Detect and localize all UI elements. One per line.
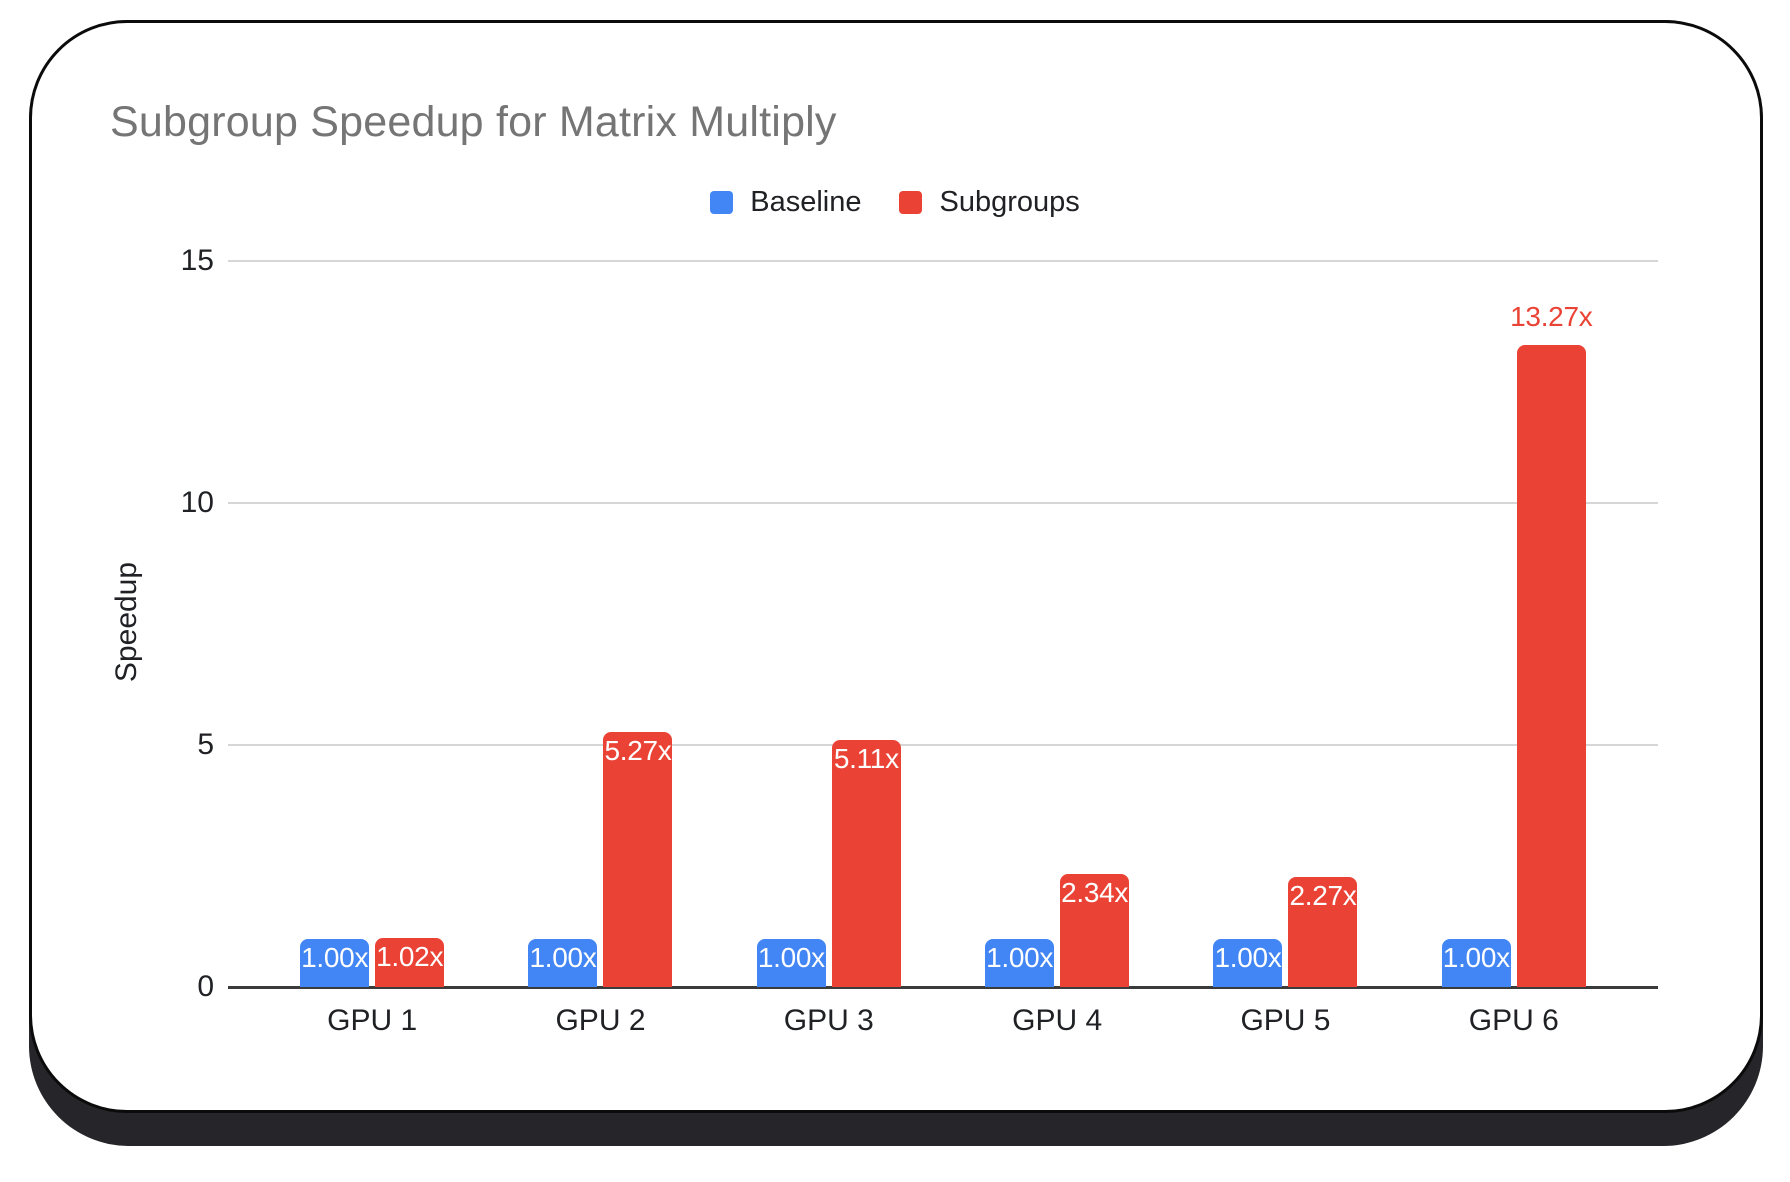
x-axis-label: GPU 5 [1240,1004,1331,1037]
bar-value-label: 1.00x [1214,942,1282,973]
y-axis-tick-label: 5 [197,728,214,761]
x-axis-label: GPU 3 [783,1004,874,1037]
chart-title: Subgroup Speedup for Matrix Multiply [110,98,837,146]
subgroups-bar: 13.27x [1510,301,1593,987]
bar-group: 1.00x 1.02x [258,261,486,987]
y-axis-tick-label: 0 [197,970,214,1003]
bar-pair: 1.00x 2.34x [985,874,1130,987]
bar-group: 1.00x 2.27x [1171,261,1399,987]
bar-group: 1.00x 2.34x [943,261,1171,987]
subgroups-bar: 5.11x [831,740,901,987]
legend-swatch [710,191,734,214]
bar-value-label: 1.00x [757,942,825,973]
bar-pair: 1.00x 1.02x [300,938,445,987]
bar-value-label: 1.00x [1442,942,1510,973]
baseline-bar: 1.00x [528,939,598,987]
bar-group: 1.00x 5.27x [486,261,714,987]
x-axis-line [228,986,1658,989]
x-axis-label: GPU 1 [327,1004,418,1037]
bar-pair: 1.00x 5.11x [756,740,901,987]
baseline-bar: 1.00x [300,939,370,987]
plot-area: 0 5 10 15 1.00x 1.02x 1.00x 5.27x 1.00x 5.11x 1.00… [181,244,1658,1003]
x-axis-label: GPU 2 [555,1004,646,1037]
baseline-bar: 1.00x [756,939,826,987]
bar-value-label: 13.27x [1510,301,1593,332]
subgroups-bar: 2.34x [1060,874,1130,987]
bar-group: 1.00x 13.27x [1400,261,1628,987]
gridline [228,260,1658,262]
bar-value-label: 2.27x [1289,880,1357,911]
legend-label: Baseline [750,186,862,218]
bar-value-label: 1.00x [529,942,597,973]
subgroups-bar: 1.02x [375,938,445,987]
legend-swatch [899,191,923,214]
bar-value-label: 1.00x [301,942,369,973]
bar-value-label: 5.11x [833,743,899,774]
gridline [228,744,1658,746]
y-axis-tick-label: 15 [180,244,214,277]
legend-label: Subgroups [939,186,1080,218]
subgroups-bar: 2.27x [1288,877,1358,987]
bar-value-label: 1.02x [376,941,444,972]
x-axis-labels: GPU 1 GPU 2 GPU 3 GPU 4 GPU 5 GPU 6 [258,1004,1628,1038]
gridline [228,502,1658,504]
bar-value-label: 1.00x [986,942,1054,973]
bar-pair: 1.00x 13.27x [1441,301,1593,987]
x-axis-label: GPU 6 [1468,1004,1559,1037]
bar-group: 1.00x 5.11x [715,261,943,987]
bar-value-label: 2.34x [1061,877,1129,908]
bar-pair: 1.00x 5.27x [528,732,673,987]
x-axis-label: GPU 4 [1012,1004,1103,1037]
bar-value-label: 5.27x [604,735,672,766]
bar-pair: 1.00x 2.27x [1213,877,1358,987]
baseline-bar: 1.00x [1213,939,1283,987]
legend-item: Subgroups [899,186,1080,219]
subgroups-bar: 5.27x [603,732,673,987]
baseline-bar: 1.00x [1441,939,1511,987]
chart-legend: Baseline Subgroups [0,186,1790,219]
bar-groups: 1.00x 1.02x 1.00x 5.27x 1.00x 5.11x 1.00x 2.34x… [258,261,1628,987]
y-axis-tick-label: 10 [180,486,214,519]
baseline-bar: 1.00x [985,939,1055,987]
y-axis-title: Speedup [110,561,143,683]
legend-item: Baseline [710,186,861,219]
